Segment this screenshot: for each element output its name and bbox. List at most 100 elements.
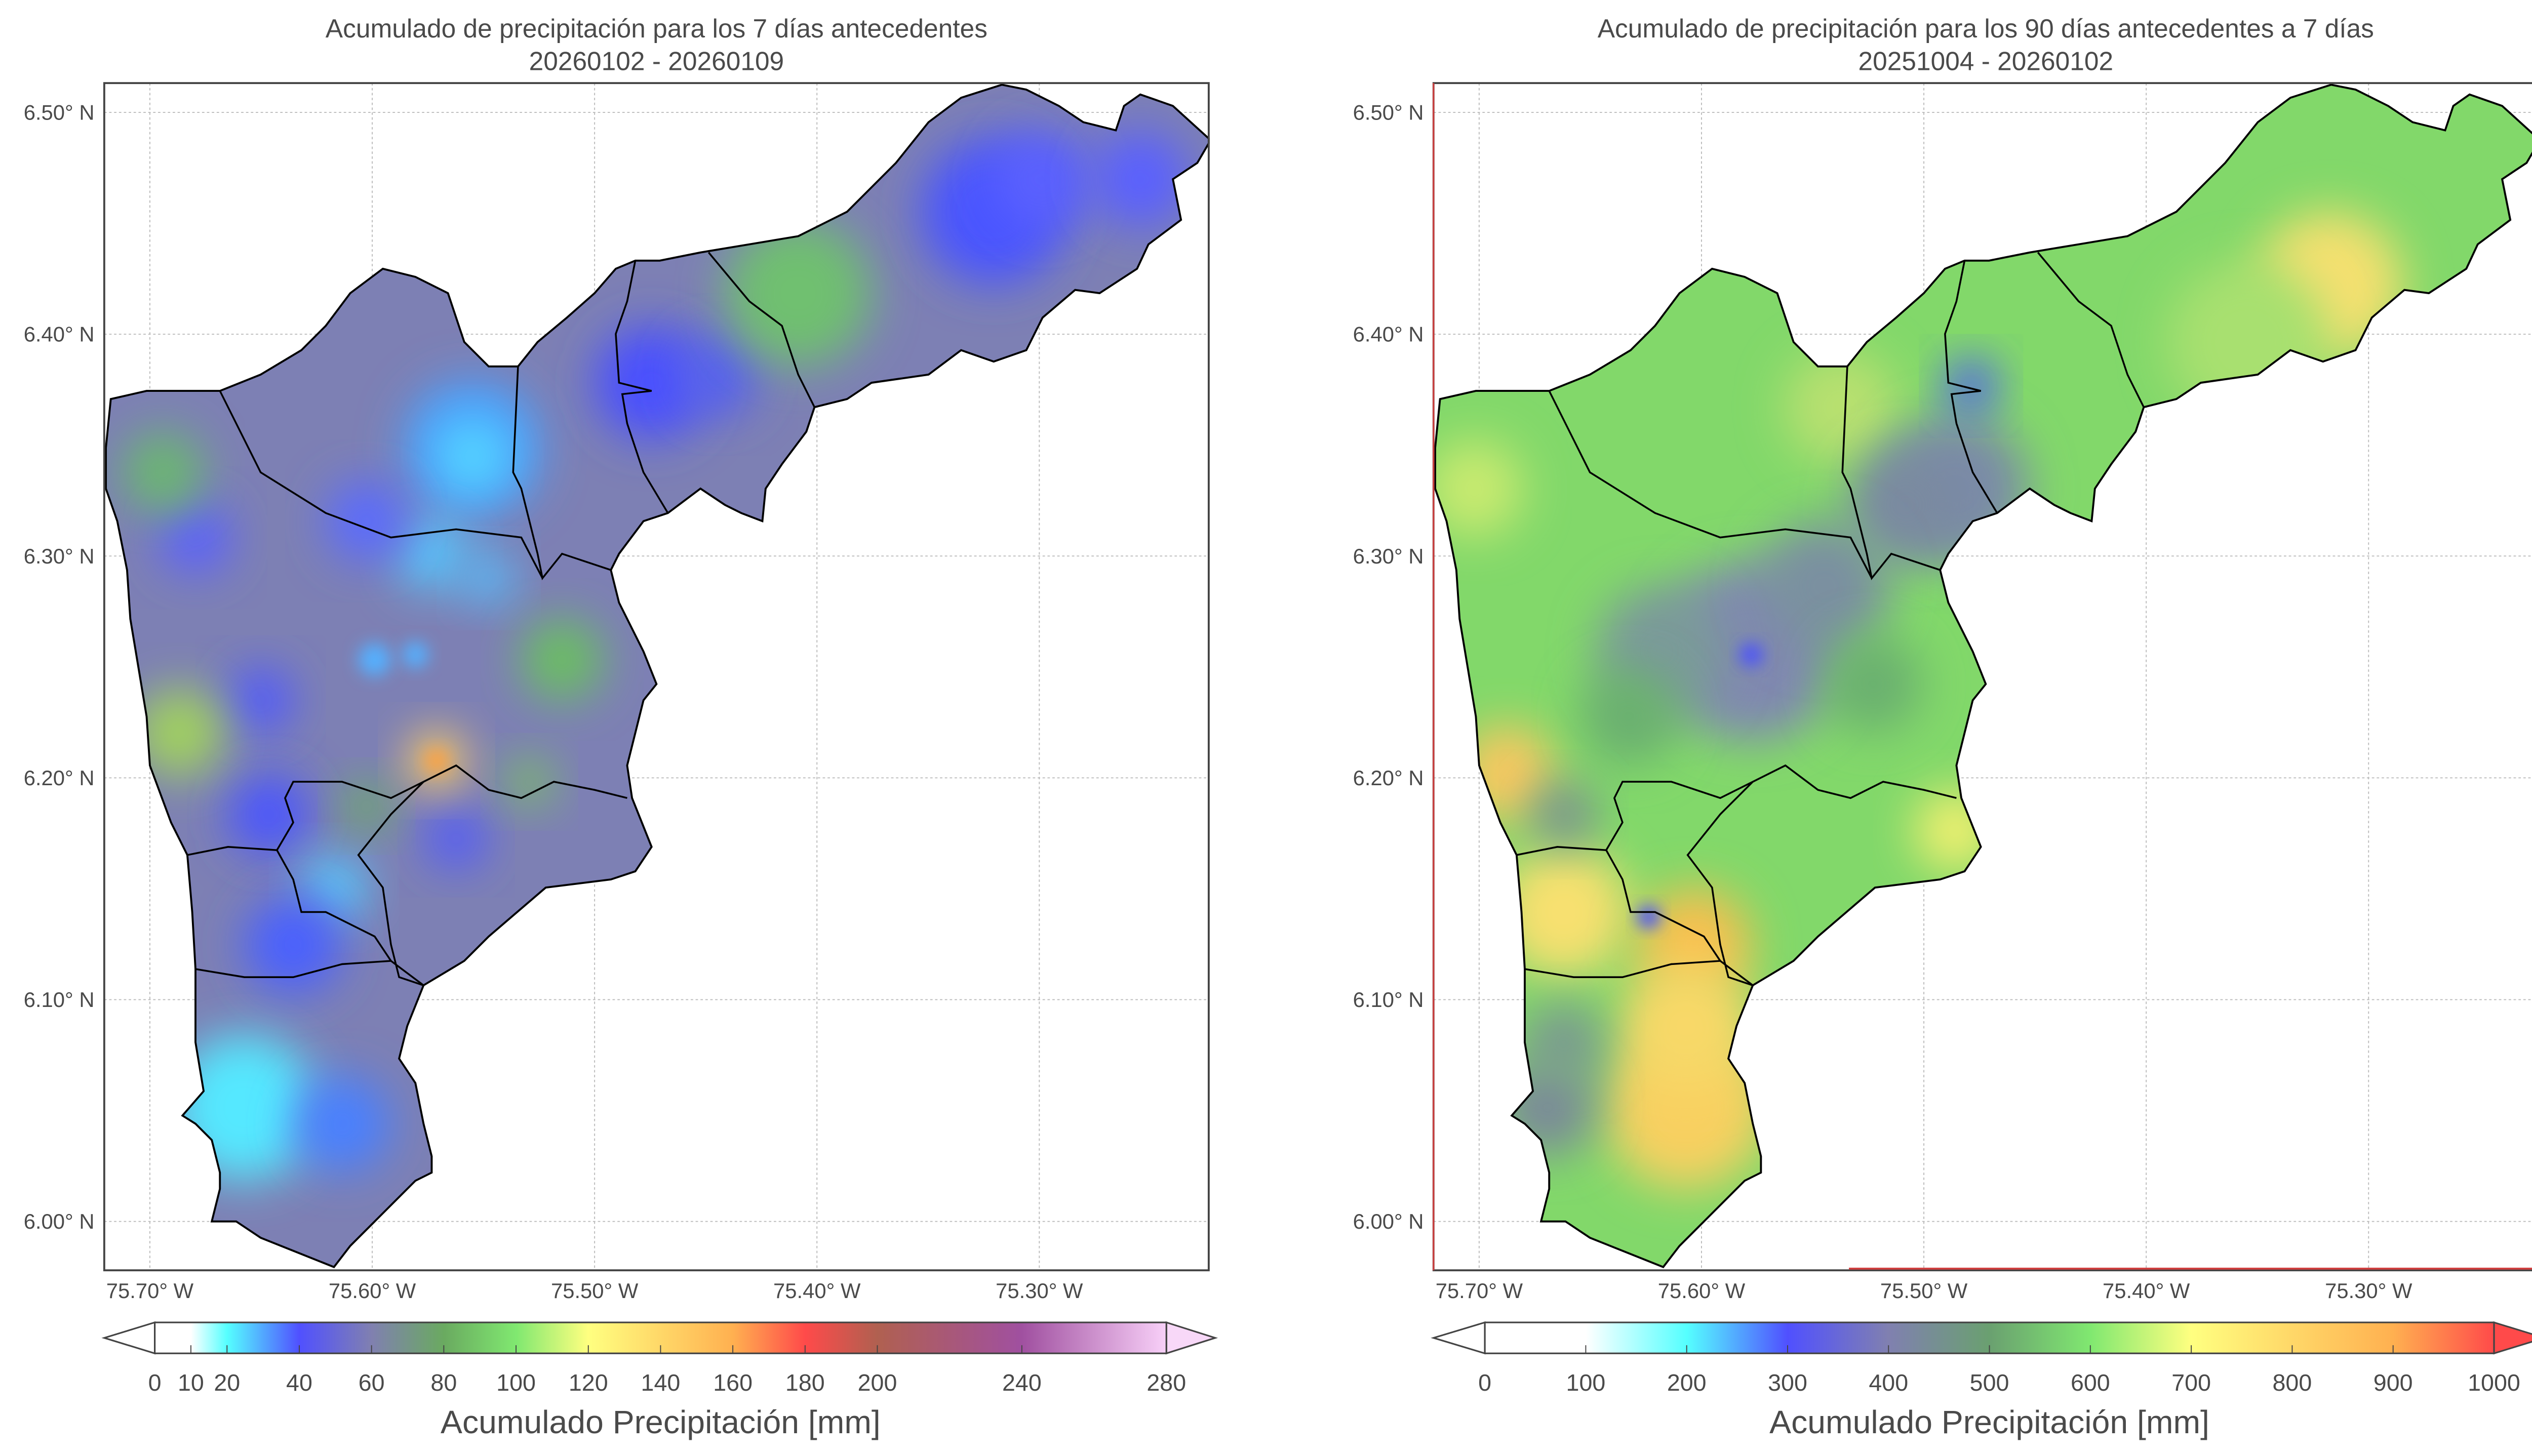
- field-patch: [160, 501, 231, 574]
- lon-tick-label: 75.40° W: [2103, 1279, 2190, 1303]
- boundary-line: [187, 764, 627, 856]
- colorbar-tick-label: 120: [569, 1369, 608, 1396]
- axis-tick-labels: 75.70° W 75.60° W 75.50° W 75.40° W 75.30° W…: [1353, 101, 2412, 1303]
- lat-tick-label: 6.20° N: [24, 766, 95, 790]
- colorbar-over-arrow: [1165, 1321, 1218, 1355]
- field-patch: [595, 326, 709, 440]
- field-patch: [1523, 1001, 1605, 1083]
- lon-tick-label: 75.50° W: [551, 1279, 639, 1303]
- lat-tick-label: 6.20° N: [1353, 766, 1424, 790]
- boundary-line: [1516, 764, 1957, 856]
- colorbar-tick-label: 10: [178, 1369, 204, 1396]
- lon-tick-label: 75.60° W: [329, 1279, 416, 1303]
- boundary-line: [357, 781, 424, 986]
- lon-tick-label: 75.30° W: [2325, 1279, 2412, 1303]
- colorbar-tick-label: 700: [2171, 1369, 2211, 1396]
- field-patch: [122, 431, 204, 513]
- map-title: Acumulado de precipitación para los 90 d…: [1598, 14, 2374, 43]
- lat-tick-label: 6.50° N: [1353, 101, 1424, 125]
- field-patch: [994, 130, 1092, 228]
- colorbar: 0 100 200 300 400 500 600 700 800 900 1000 Acumulad…: [1431, 1321, 2532, 1440]
- boundary-line: [1548, 390, 1873, 579]
- field-patch: [1739, 643, 1763, 666]
- boundary-line: [1605, 850, 1721, 961]
- colorbar-tick-label: 160: [713, 1369, 753, 1396]
- field-patch: [171, 1034, 318, 1181]
- colorbar-tick-label: 140: [641, 1369, 681, 1396]
- colorbar-tick-label: 0: [148, 1369, 162, 1396]
- colorbar-tick-label: 100: [1566, 1369, 1606, 1396]
- boundary-line: [1841, 366, 1941, 581]
- lat-tick-label: 6.40° N: [1353, 322, 1424, 346]
- field-patch: [358, 643, 391, 676]
- lon-tick-label: 75.30° W: [996, 1279, 1083, 1303]
- field-patch: [1945, 359, 1997, 412]
- colorbar-tick-label: 60: [359, 1369, 385, 1396]
- lon-tick-label: 75.70° W: [106, 1279, 194, 1303]
- colorbar-under-arrow: [1431, 1321, 1486, 1355]
- colorbar-tick-label: 280: [1146, 1369, 1186, 1396]
- region-outline: [1434, 84, 2532, 1269]
- boundary-line: [512, 366, 611, 581]
- field-patch: [133, 687, 225, 779]
- colorbar-tick-label: 40: [286, 1369, 312, 1396]
- lat-tick-label: 6.00° N: [24, 1209, 95, 1233]
- colorbar-tick-label: 500: [1970, 1369, 2009, 1396]
- field-patch: [437, 420, 508, 492]
- field-patch: [676, 334, 758, 416]
- boundary-line: [2037, 252, 2145, 408]
- field-patch: [1620, 961, 1752, 1091]
- boundary-line: [276, 850, 392, 961]
- field-patch: [521, 619, 603, 701]
- field-patch: [1637, 905, 1660, 928]
- colorbar-tick-label: 80: [430, 1369, 457, 1396]
- colorbar-tick-label: 600: [2071, 1369, 2110, 1396]
- field-patch: [228, 667, 294, 733]
- field-patch: [402, 641, 429, 668]
- field-patch: [426, 809, 486, 868]
- field-patch: [1914, 790, 1996, 872]
- boundary-line: [1524, 960, 1754, 986]
- field-patch: [293, 1075, 391, 1173]
- field-patch: [1849, 448, 1963, 562]
- lat-tick-label: 6.10° N: [1353, 988, 1424, 1012]
- lon-tick-label: 75.70° W: [1436, 1279, 1523, 1303]
- field-patch: [395, 518, 468, 590]
- colorbar-tick-label: 900: [2373, 1369, 2413, 1396]
- field-patch: [326, 480, 408, 562]
- lat-tick-label: 6.00° N: [1353, 1209, 1424, 1233]
- boundary-line: [1686, 781, 1754, 986]
- colorbar-tick-label: 20: [214, 1369, 240, 1396]
- colorbar-over-arrow: [2493, 1321, 2532, 1355]
- map-panel-90-days: Acumulado de precipitación para los 90 d…: [1353, 14, 2532, 1440]
- colorbar-tick-label: 300: [1768, 1369, 1807, 1396]
- lon-tick-label: 75.60° W: [1658, 1279, 1746, 1303]
- colorbar-tick-label: 400: [1869, 1369, 1908, 1396]
- colorbar-label: Acumulado Precipitación [mm]: [1769, 1404, 2209, 1440]
- field-patch: [1091, 130, 1190, 228]
- colorbar-tick-label: 800: [2273, 1369, 2312, 1396]
- field-patch: [462, 552, 515, 604]
- field-patch: [1531, 782, 1597, 847]
- boundary-line: [615, 260, 669, 514]
- colorbar-tick-label: 0: [1478, 1369, 1491, 1396]
- lat-tick-label: 6.50° N: [24, 101, 95, 125]
- field-patch: [425, 749, 448, 772]
- lon-tick-label: 75.40° W: [773, 1279, 861, 1303]
- municipal-boundaries: [187, 252, 816, 986]
- field-patch: [505, 757, 554, 806]
- region-outline: [105, 84, 1210, 1269]
- field-patch: [228, 774, 310, 855]
- field-patch: [725, 220, 872, 367]
- colorbar-tick-label: 100: [496, 1369, 536, 1396]
- map-subtitle: 20251004 - 20260102: [1858, 46, 2114, 75]
- lat-tick-label: 6.40° N: [24, 322, 95, 346]
- colorbar-tick-label: 240: [1002, 1369, 1042, 1396]
- colorbar-label: Acumulado Precipitación [mm]: [441, 1404, 881, 1440]
- field-patch: [244, 896, 342, 994]
- boundary-line: [707, 252, 816, 408]
- field-patch: [1824, 635, 1922, 733]
- map-axes-frame: [103, 82, 1210, 1272]
- colorbar-tick-label: 200: [858, 1369, 897, 1396]
